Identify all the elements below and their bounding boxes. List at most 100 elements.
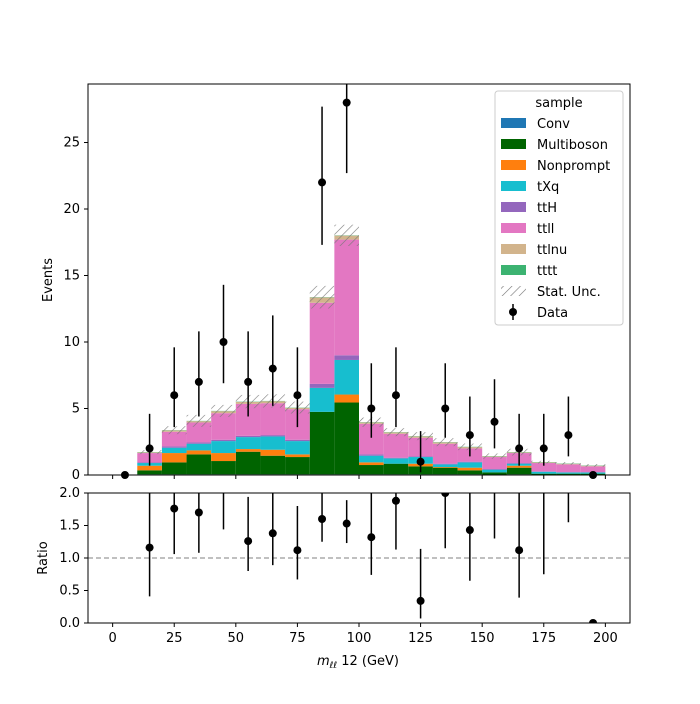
x-tick-label: 0 (108, 631, 116, 646)
legend-label: Stat. Unc. (537, 285, 601, 300)
bar-tth (236, 436, 261, 437)
bar-nonprompt (285, 454, 310, 457)
bar-txq (310, 388, 335, 412)
legend-label: Nonprompt (537, 159, 610, 174)
bar-nonprompt (507, 466, 532, 468)
legend-swatch (501, 139, 526, 149)
bar-tth (384, 458, 409, 459)
bar-tth (285, 440, 310, 441)
bar-multiboson (285, 457, 310, 474)
bar-multiboson (310, 412, 335, 475)
bar-txq (384, 458, 409, 463)
stat-unc-box (482, 453, 507, 458)
stat-unc-box (581, 464, 606, 467)
data-point (170, 391, 178, 399)
bar-txq (359, 456, 384, 463)
ratio-y-tick-label: 2.0 (59, 486, 80, 501)
bar-txq (482, 470, 507, 473)
legend-hatch (501, 286, 526, 296)
bar-ttll (310, 303, 335, 384)
bar-multiboson (187, 454, 212, 474)
data-point (564, 431, 572, 439)
bar-multiboson (507, 468, 532, 475)
bar-tth (187, 442, 212, 443)
bar-nonprompt (236, 449, 261, 452)
legend-swatch (501, 244, 526, 254)
data-point (441, 405, 449, 413)
legend-swatch (501, 265, 526, 275)
data-point (343, 99, 351, 107)
bar-txq (458, 462, 483, 467)
ratio-y-tick-label: 0.0 (59, 616, 80, 631)
bar-nonprompt (211, 453, 236, 461)
data-point (392, 391, 400, 399)
bar-tth (359, 454, 384, 455)
bar-multiboson (433, 468, 458, 475)
x-tick-label: 200 (593, 631, 618, 646)
bar-txq (556, 472, 581, 473)
stat-unc-box (433, 438, 458, 446)
stat-unc-box (187, 415, 212, 427)
bar-multiboson (162, 462, 187, 474)
y-axis-label: Events (41, 258, 56, 302)
bar-nonprompt (458, 468, 483, 471)
x-tick-label: 75 (289, 631, 306, 646)
stat-unc-box (334, 225, 359, 246)
y-tick-label: 20 (63, 202, 80, 217)
y-tick-label: 15 (63, 269, 80, 284)
bar-multiboson (211, 461, 236, 474)
ratio-point (392, 497, 400, 505)
data-point (466, 431, 474, 439)
legend-label: ttll (537, 222, 554, 237)
data-point (491, 418, 499, 426)
y-tick-label: 5 (72, 402, 80, 417)
stat-unc-box (211, 405, 236, 417)
bar-ttll (334, 240, 359, 356)
bar-nonprompt (334, 395, 359, 403)
ratio-y-axis-label: Ratio (36, 541, 51, 574)
ratio-point (466, 526, 474, 534)
legend-label: ttlnu (537, 243, 567, 258)
ratio-point (367, 533, 375, 541)
bar-tth (260, 435, 285, 436)
bar-ttll (556, 464, 581, 472)
data-point (269, 365, 277, 373)
stat-unc-box (162, 426, 187, 434)
bar-ttll (384, 434, 409, 458)
bar-multiboson (384, 464, 409, 475)
data-point (195, 378, 203, 386)
ratio-point (195, 509, 203, 517)
y-tick-label: 25 (63, 136, 80, 151)
y-tick-label: 10 (63, 335, 80, 350)
bar-multiboson (458, 470, 483, 474)
ratio-point (170, 505, 178, 513)
bar-txq (236, 437, 261, 449)
legend-label: Multiboson (537, 138, 608, 153)
legend-marker (509, 308, 517, 316)
legend-label: ttH (537, 201, 557, 216)
legend-title: sample (535, 96, 582, 111)
stat-unc-box (556, 462, 581, 465)
data-point (293, 391, 301, 399)
bar-multiboson (137, 470, 162, 474)
x-tick-label: 150 (470, 631, 495, 646)
ratio-y-tick-label: 1.5 (59, 519, 80, 534)
bar-txq (162, 448, 187, 453)
bar-tth (458, 462, 483, 463)
bar-ttll (433, 444, 458, 464)
bar-txq (531, 472, 556, 474)
data-point (417, 458, 425, 466)
x-tick-label: 50 (228, 631, 245, 646)
ratio-y-tick-label: 0.5 (59, 584, 80, 599)
bar-tth (310, 384, 335, 388)
y-tick-label: 0 (72, 468, 80, 483)
ratio-point (269, 529, 277, 537)
ratio-y-tick-label: 1.0 (59, 551, 80, 566)
bar-nonprompt (162, 453, 187, 462)
bar-nonprompt (187, 450, 212, 454)
data-point (244, 378, 252, 386)
bar-txq (334, 360, 359, 395)
ratio-point (515, 546, 523, 554)
legend-label: tttt (537, 264, 557, 279)
